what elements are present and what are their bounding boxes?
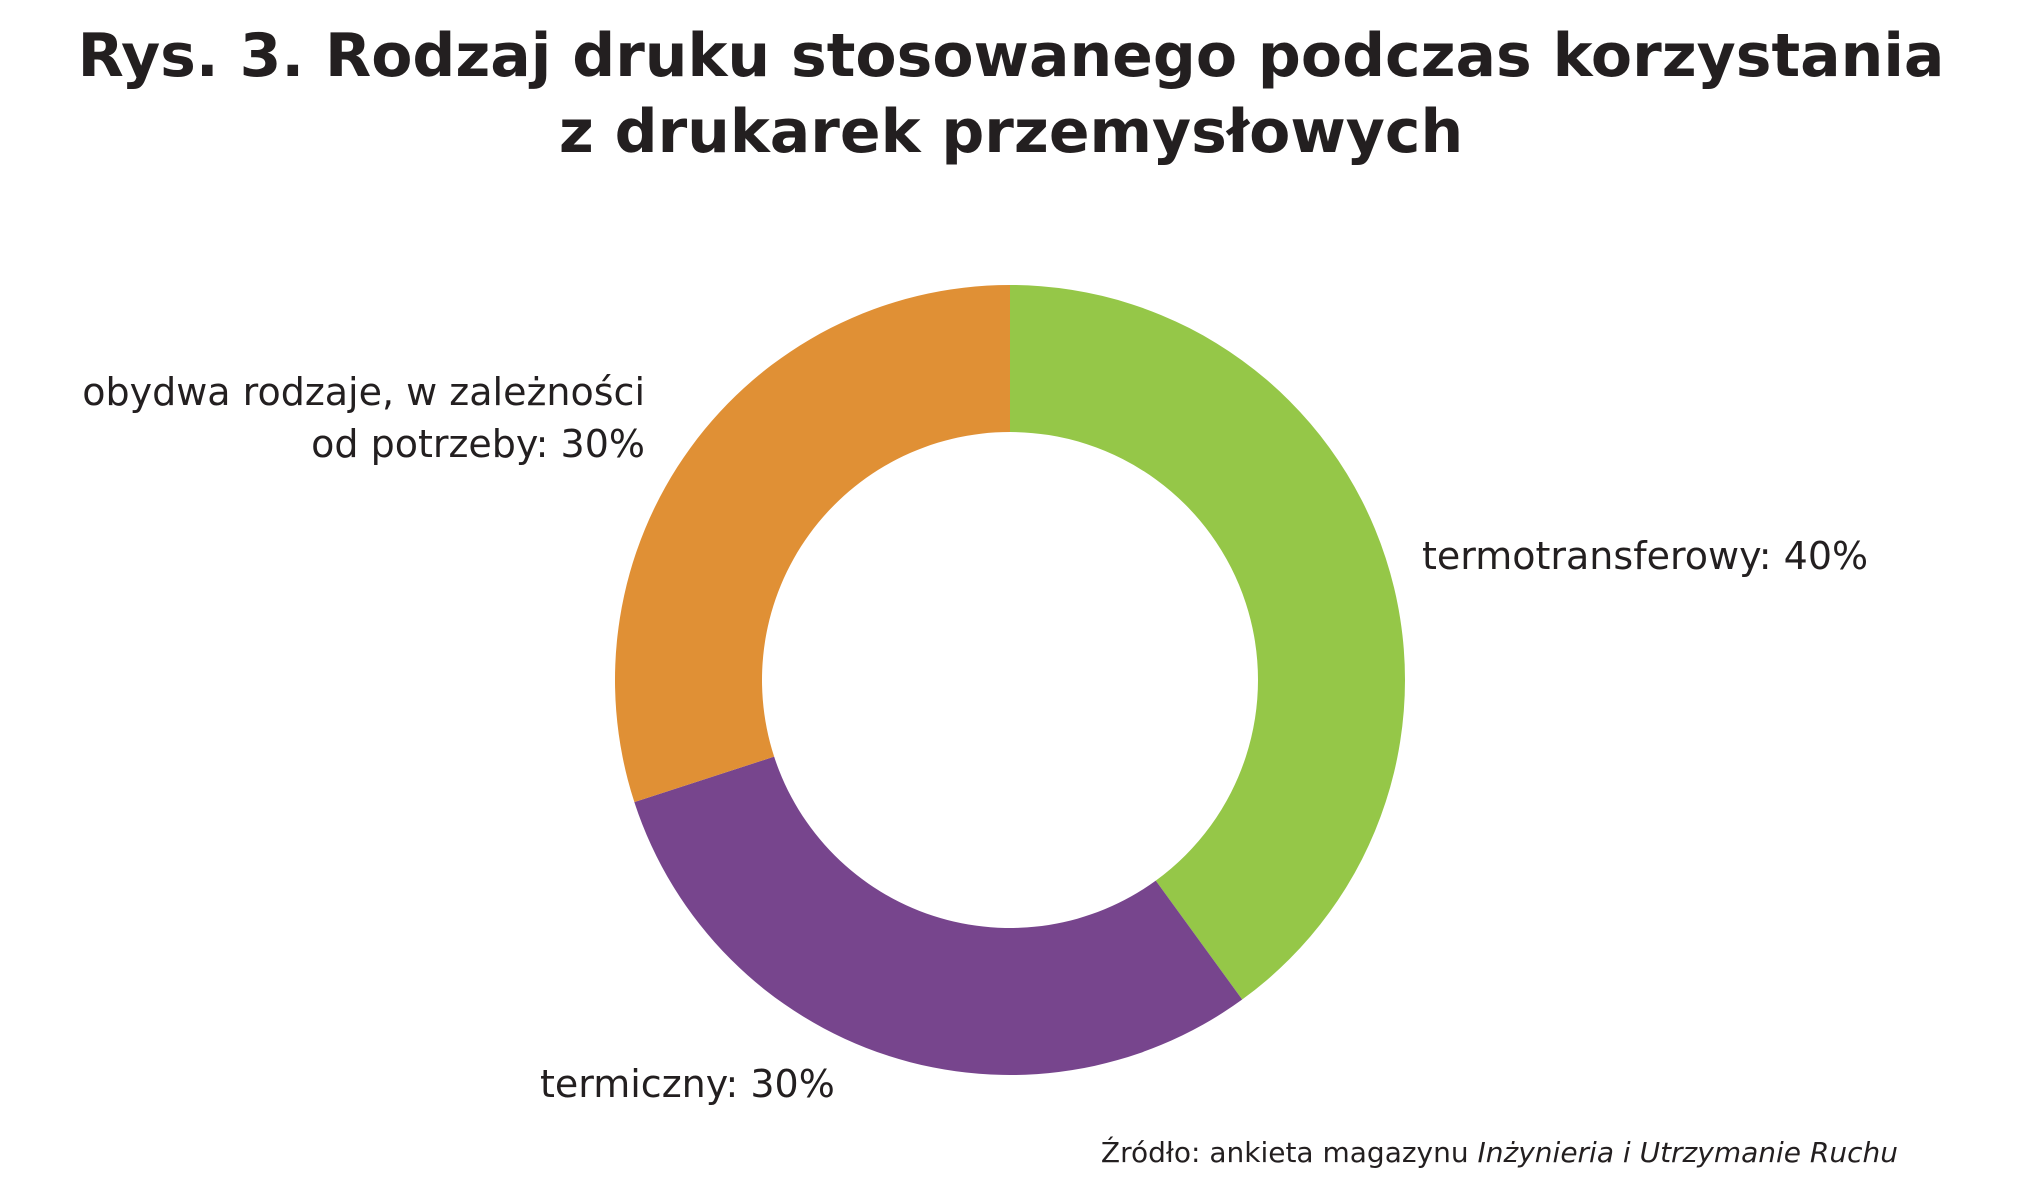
chart-title-line-1: Rys. 3. Rodzaj druku stosowanego podczas…: [77, 21, 1945, 91]
source-note: Źródło: ankieta magazynu Inżynieria i Ut…: [1101, 1133, 1898, 1173]
donut-slice-3: [615, 285, 1010, 803]
data-label-termiczny: termiczny: 30%: [540, 1058, 835, 1110]
source-magazine-name: Inżynieria i Utrzymanie Ruchu: [1477, 1136, 1898, 1169]
donut-slices: [615, 285, 1405, 1075]
donut-slice-1: [1010, 285, 1405, 1000]
data-label-line: termiczny: 30%: [540, 1062, 835, 1106]
donut-slice-2: [634, 756, 1243, 1075]
data-label-obydwa-rodzaje: obydwa rodzaje, w zależności od potrzeby…: [82, 366, 645, 470]
data-label-line: od potrzeby: 30%: [311, 422, 645, 466]
data-label-line: obydwa rodzaje, w zależności: [82, 370, 645, 414]
chart-title: Rys. 3. Rodzaj druku stosowanego podczas…: [0, 18, 2022, 170]
data-label-line: termotransferowy: 40%: [1422, 534, 1869, 578]
data-label-termotransferowy: termotransferowy: 40%: [1422, 530, 1868, 582]
chart-title-line-2: z drukarek przemysłowych: [558, 97, 1464, 167]
source-prefix: Źródło: ankieta magazynu: [1100, 1136, 1478, 1169]
